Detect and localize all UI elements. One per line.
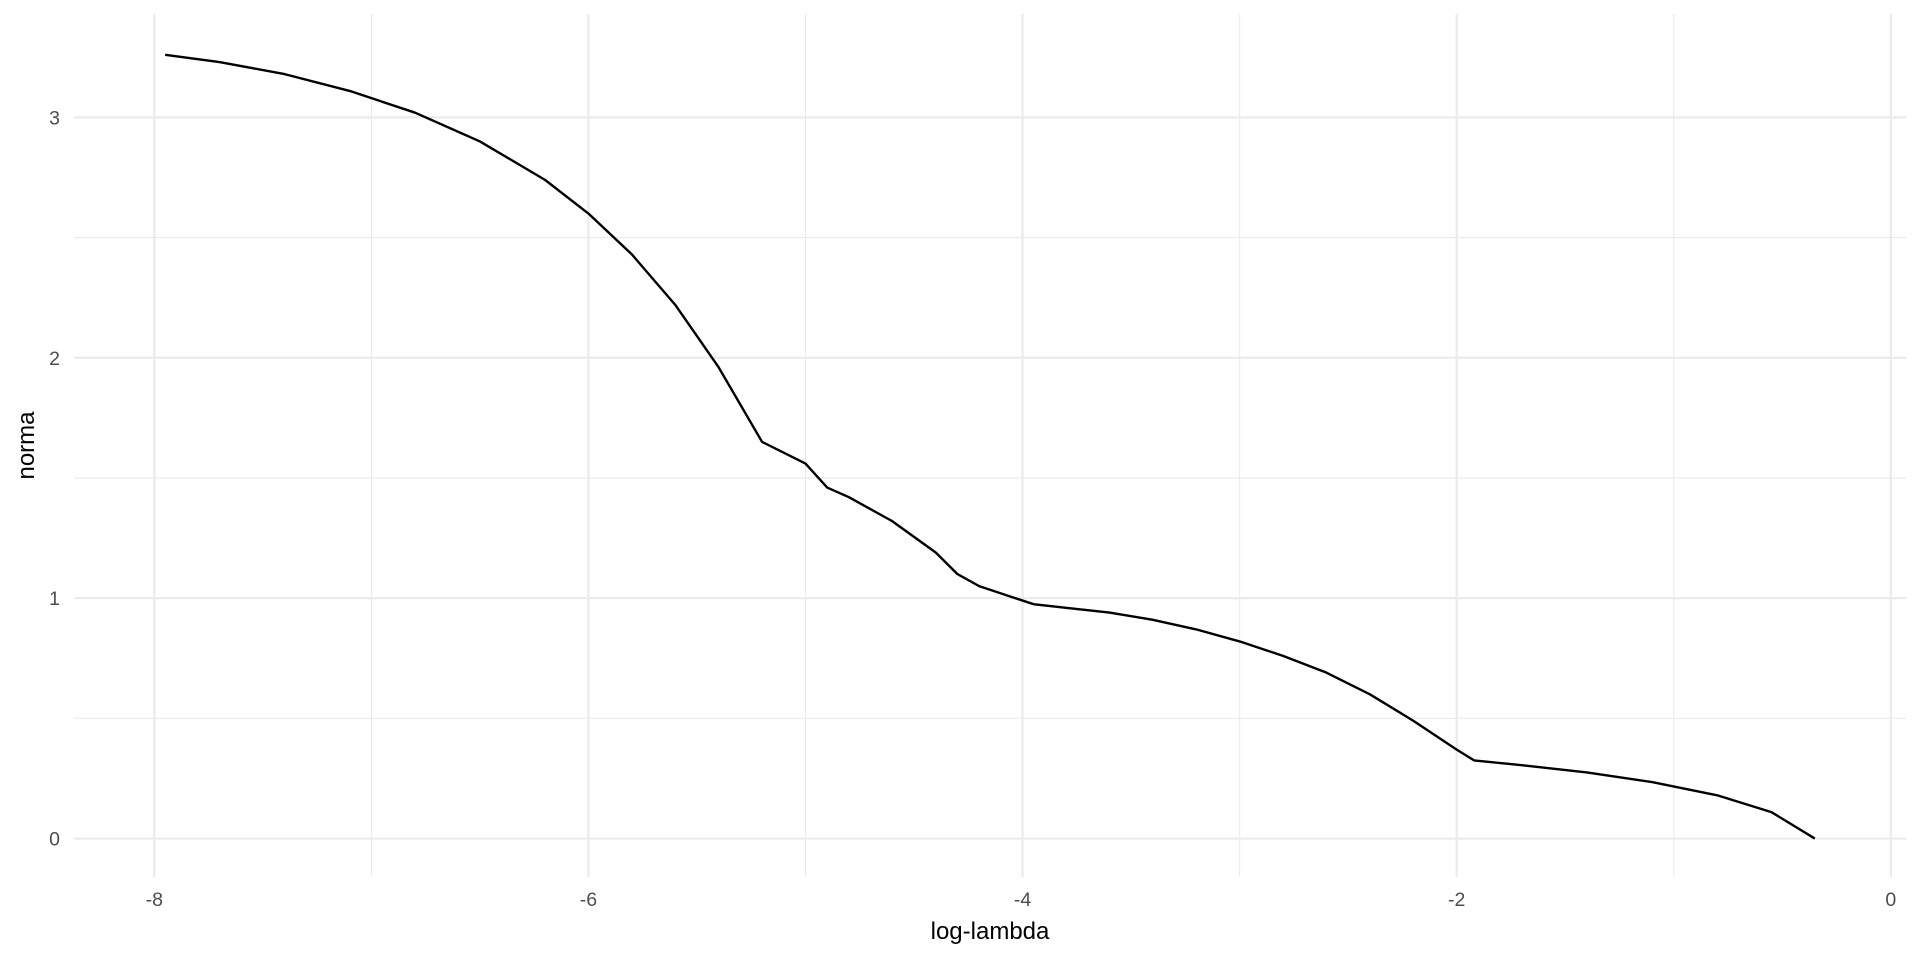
series-line [165, 53, 1816, 840]
x-axis-title: log-lambda [931, 918, 1050, 945]
y-tick-label: 3 [49, 107, 60, 129]
y-axis-title: norma [13, 411, 40, 480]
series-layer [165, 53, 1816, 840]
x-axis-tick-labels: -8 -6 -4 -2 0 [146, 889, 1897, 911]
x-tick-label: -2 [1448, 889, 1465, 911]
grid [74, 14, 1906, 877]
x-tick-label: 0 [1885, 889, 1896, 911]
x-tick-label: -4 [1014, 889, 1031, 911]
y-tick-label: 2 [49, 348, 60, 370]
x-tick-label: -6 [580, 889, 597, 911]
x-tick-label: -8 [146, 889, 163, 911]
y-tick-label: 0 [49, 829, 60, 851]
y-tick-label: 1 [49, 588, 60, 610]
y-axis-tick-labels: 0 1 2 3 [49, 107, 60, 850]
